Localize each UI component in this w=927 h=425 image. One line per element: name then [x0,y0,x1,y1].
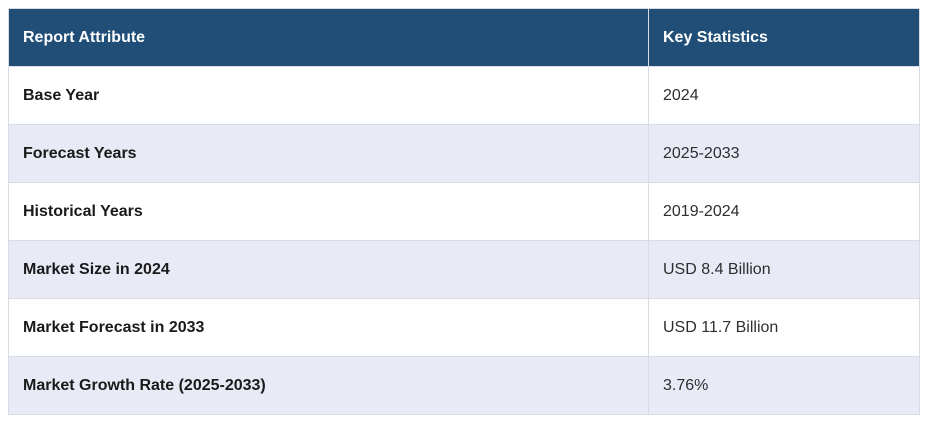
attribute-cell: Market Forecast in 2033 [8,298,649,357]
attribute-cell: Market Growth Rate (2025-2033) [8,356,649,415]
report-statistics-table: Report Attribute Key Statistics Base Yea… [8,8,920,415]
header-row: Report Attribute Key Statistics [8,8,920,67]
value-cell: 3.76% [648,356,920,415]
attribute-cell: Base Year [8,66,649,125]
attribute-cell: Market Size in 2024 [8,240,649,299]
column-header-report-attribute: Report Attribute [8,8,649,67]
table-row: Market Growth Rate (2025-2033) 3.76% [8,356,920,415]
table-row: Market Forecast in 2033 USD 11.7 Billion [8,298,920,357]
value-cell: USD 11.7 Billion [648,298,920,357]
table-row: Base Year 2024 [8,66,920,125]
table-header: Report Attribute Key Statistics [8,8,920,67]
column-header-key-statistics: Key Statistics [648,8,920,67]
value-cell: USD 8.4 Billion [648,240,920,299]
table-row: Historical Years 2019-2024 [8,182,920,241]
table-body: Base Year 2024 Forecast Years 2025-2033 … [8,66,920,415]
table-row: Forecast Years 2025-2033 [8,124,920,183]
value-cell: 2025-2033 [648,124,920,183]
value-cell: 2019-2024 [648,182,920,241]
table-row: Market Size in 2024 USD 8.4 Billion [8,240,920,299]
value-cell: 2024 [648,66,920,125]
attribute-cell: Historical Years [8,182,649,241]
attribute-cell: Forecast Years [8,124,649,183]
